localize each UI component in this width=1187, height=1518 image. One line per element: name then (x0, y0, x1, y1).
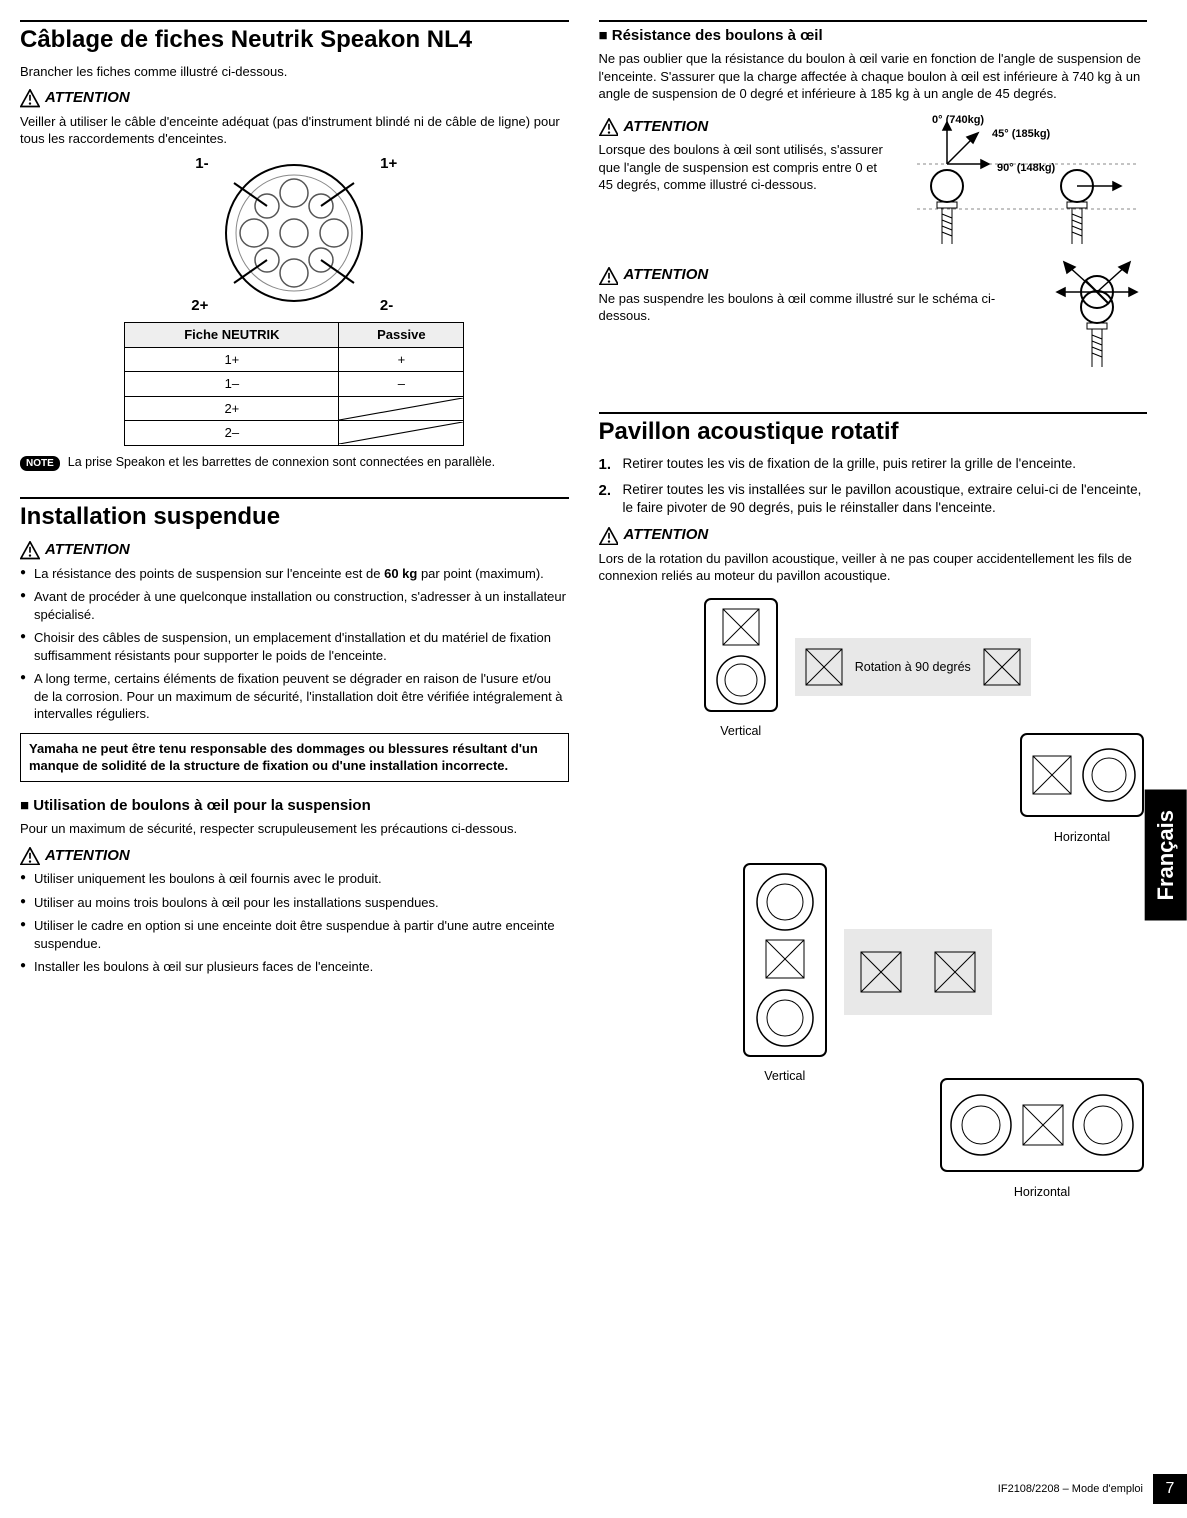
heading-horn: Pavillon acoustique rotatif (599, 412, 1148, 447)
right-column: Résistance des boulons à œil Ne pas oubl… (599, 20, 1148, 1450)
vertical-label: Vertical (740, 1068, 830, 1085)
cell-passive: + (339, 347, 464, 372)
attention-label: ATTENTION (45, 540, 130, 560)
attention-header: ATTENTION (599, 117, 896, 137)
attention-header: ATTENTION (20, 540, 569, 560)
resistance-text: Ne pas oublier que la résistance du boul… (599, 50, 1148, 103)
eyebolt-bullets: Utiliser uniquement les boulons à œil fo… (20, 870, 569, 976)
cell-pin: 1– (125, 372, 339, 397)
horn-rotation-diagram: Vertical Rotation à 90 degrés (599, 595, 1148, 1201)
pin-label-2minus: 2- (380, 296, 393, 316)
heading-install: Installation suspendue (20, 497, 569, 532)
attention-header: ATTENTION (20, 846, 569, 866)
warning-icon (20, 89, 40, 107)
attention-label: ATTENTION (624, 265, 709, 285)
attention-label: ATTENTION (624, 117, 709, 137)
heading-cabling: Câblage de fiches Neutrik Speakon NL4 (20, 20, 569, 55)
heading-eyebolt: Utilisation de boulons à œil pour la sus… (20, 796, 569, 816)
page-footer: IF2108/2208 – Mode d'emploi 7 (998, 1474, 1187, 1504)
eyebolt-intro: Pour un maximum de sécurité, respecter s… (20, 820, 569, 838)
horizontal-label: Horizontal (1017, 829, 1147, 846)
install-bullets: La résistance des points de suspension s… (20, 565, 569, 723)
connector-figure: 1- 1+ 2+ 2- (20, 158, 569, 313)
attention-header: ATTENTION (599, 265, 1036, 285)
cabling-intro: Brancher les fiches comme illustré ci-de… (20, 63, 569, 81)
attention-header: ATTENTION (599, 525, 1148, 545)
attention-label: ATTENTION (45, 846, 130, 866)
pin-label-1plus: 1+ (380, 154, 397, 174)
speaker-horizontal-dual-icon (937, 1075, 1147, 1175)
cell-diag (339, 398, 463, 420)
step: 1.Retirer toutes les vis de fixation de … (599, 455, 1148, 473)
th-neutrik: Fiche NEUTRIK (125, 323, 339, 348)
left-column: Câblage de fiches Neutrik Speakon NL4 Br… (20, 20, 569, 1450)
angle-0: 0° (740kg) (932, 113, 984, 128)
language-tab: Français (1145, 790, 1187, 921)
warning-icon (20, 541, 40, 559)
cell-pin: 2+ (125, 396, 339, 421)
bullet: Utiliser au moins trois boulons à œil po… (20, 894, 569, 912)
pin-table: Fiche NEUTRIK Passive 1+ + 1– – 2+ 2– (124, 322, 464, 446)
heading-resistance: Résistance des boulons à œil (599, 20, 1148, 46)
bullet: Utiliser le cadre en option si une encei… (20, 917, 569, 952)
horn-steps: 1.Retirer toutes les vis de fixation de … (599, 455, 1148, 518)
bullet: La résistance des points de suspension s… (20, 565, 569, 583)
page-number: 7 (1153, 1474, 1187, 1504)
speaker-horizontal-icon (1017, 730, 1147, 820)
bullet: Choisir des câbles de suspension, un emp… (20, 629, 569, 664)
attention-header: ATTENTION (20, 88, 569, 108)
bullet: A long terme, certains éléments de fixat… (20, 670, 569, 723)
pin-label-1minus: 1- (195, 154, 208, 174)
angle-90: 90° (148kg) (997, 161, 1055, 176)
cross-attention-text: Ne pas suspendre les boulons à œil comme… (599, 290, 1036, 325)
angle-diagram: 0° (740kg) 45° (185kg) 90° (148kg) (907, 109, 1147, 254)
bullet: Installer les boulons à œil sur plusieur… (20, 958, 569, 976)
horn-attention-text: Lors de la rotation du pavillon acoustiq… (599, 550, 1148, 585)
warning-icon (20, 847, 40, 865)
cabling-attention-text: Veiller à utiliser le câble d'enceinte a… (20, 113, 569, 148)
disclaimer-box: Yamaha ne peut être tenu responsable des… (20, 733, 569, 782)
step: 2.Retirer toutes les vis installées sur … (599, 481, 1148, 517)
pin-label-2plus: 2+ (191, 296, 208, 316)
attention-label: ATTENTION (45, 88, 130, 108)
note-row: NOTE La prise Speakon et les barrettes d… (20, 454, 569, 472)
bullet: Utiliser uniquement les boulons à œil fo… (20, 870, 569, 888)
note-text: La prise Speakon et les barrettes de con… (68, 454, 495, 471)
attention-label: ATTENTION (624, 525, 709, 545)
angle-45: 45° (185kg) (992, 127, 1050, 142)
cell-diag (339, 422, 463, 444)
bullet: Avant de procéder à une quelconque insta… (20, 588, 569, 623)
wrong-angle-diagram (1047, 257, 1147, 382)
cell-passive: – (339, 372, 464, 397)
th-passive: Passive (339, 323, 464, 348)
cell-pin: 1+ (125, 347, 339, 372)
warning-icon (599, 267, 619, 285)
horizontal-label: Horizontal (937, 1184, 1147, 1201)
footer-doc: IF2108/2208 – Mode d'emploi (998, 1482, 1143, 1497)
rotation-label: Rotation à 90 degrés (855, 659, 971, 676)
speaker-vertical-icon (701, 595, 781, 715)
speaker-vertical-dual-icon (740, 860, 830, 1060)
warning-icon (599, 118, 619, 136)
note-badge: NOTE (20, 456, 60, 472)
vertical-label: Vertical (701, 723, 781, 740)
cell-pin: 2– (125, 421, 339, 446)
warning-icon (599, 527, 619, 545)
angle-attention-text: Lorsque des boulons à œil sont utilisés,… (599, 141, 896, 194)
